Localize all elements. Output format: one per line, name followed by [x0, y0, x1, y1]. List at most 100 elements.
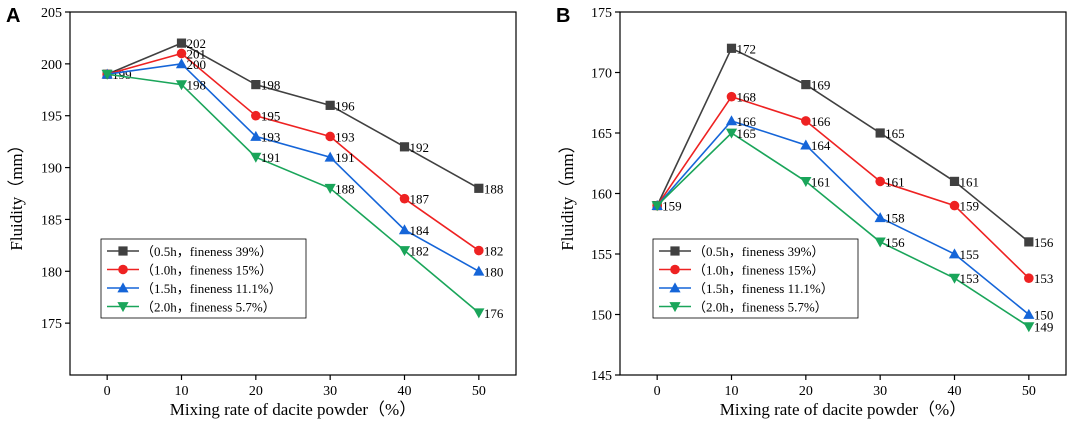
x-tick-label: 50 — [1022, 384, 1036, 399]
data-label: 165 — [737, 126, 757, 141]
data-label: 172 — [737, 41, 757, 56]
data-point — [874, 212, 886, 223]
data-point — [800, 177, 812, 187]
legend-marker — [118, 246, 128, 256]
data-label: 193 — [261, 129, 281, 144]
data-label: 200 — [187, 57, 207, 72]
data-point — [875, 176, 885, 187]
x-tick-label: 0 — [104, 384, 111, 399]
legend-marker — [669, 302, 681, 313]
series-line — [106, 52, 480, 252]
data-point — [948, 273, 961, 284]
x-tick-label: 10 — [175, 384, 189, 399]
legend-marker — [117, 302, 129, 313]
data-point — [473, 265, 485, 276]
data-label: 188 — [484, 181, 504, 196]
data-point — [948, 248, 961, 259]
data-label: 161 — [811, 174, 831, 189]
plot-frame — [619, 11, 1067, 376]
data-point — [1024, 237, 1034, 247]
data-point — [324, 151, 336, 162]
data-point — [726, 43, 737, 53]
data-point — [1023, 308, 1035, 319]
data-point — [1023, 322, 1035, 333]
data-label: 201 — [187, 46, 207, 61]
data-label: 198 — [187, 78, 207, 93]
series-line — [656, 47, 1030, 243]
legend-marker — [117, 282, 129, 293]
data-label: 202 — [187, 36, 207, 51]
data-label: 198 — [261, 78, 281, 93]
series-line — [656, 131, 1030, 328]
data-point — [473, 308, 485, 319]
data-label: 161 — [885, 174, 905, 189]
y-tick-label: 145 — [591, 369, 612, 384]
series-line — [106, 42, 480, 190]
data-point — [474, 245, 484, 256]
x-tick-label: 30 — [323, 384, 337, 399]
x-tick-label: 40 — [948, 384, 962, 399]
legend-box — [652, 238, 859, 319]
legend-marker — [669, 282, 681, 293]
y-tick-label: 165 — [591, 127, 612, 142]
data-label: 195 — [261, 109, 281, 124]
legend-label: （1.0h，fineness 15%） — [693, 263, 824, 278]
x-tick-label: 30 — [873, 384, 887, 399]
data-point — [251, 80, 261, 90]
legend: （0.5h，fineness 39%） （1.0h，fineness 15%） （1… — [100, 238, 307, 319]
data-point — [101, 69, 113, 80]
data-label: 192 — [410, 140, 430, 155]
y-axis-title: Fluidity（mm） — [7, 136, 26, 250]
data-label: 166 — [737, 114, 757, 129]
data-label: 188 — [335, 181, 355, 196]
data-point — [801, 116, 811, 126]
data-point — [801, 80, 811, 90]
legend-box — [100, 238, 307, 319]
data-point — [325, 100, 335, 110]
data-point — [800, 139, 812, 150]
data-label: 187 — [410, 192, 430, 207]
series-line — [107, 63, 480, 272]
data-point — [176, 38, 187, 48]
data-label: 153 — [1034, 271, 1054, 286]
y-tick-label: 175 — [41, 317, 62, 332]
data-point — [175, 58, 188, 69]
y-axis-title: Fluidity（mm） — [558, 136, 577, 250]
data-label: 165 — [885, 126, 905, 141]
data-label: 168 — [737, 90, 757, 105]
data-label: 150 — [1034, 308, 1054, 323]
legend-label: （2.0h，fineness 5.7%） — [141, 300, 276, 315]
y-tick-label: 195 — [41, 110, 62, 125]
legend-label: （1.5h，fineness 11.1%） — [693, 281, 834, 296]
data-label: 159 — [960, 199, 980, 214]
series-3: 166 164 158 155 150 — [651, 114, 1054, 323]
y-tick-label: 190 — [41, 162, 62, 177]
legend-label: （1.5h，fineness 11.1%） — [141, 281, 282, 296]
data-label: 155 — [960, 247, 980, 262]
data-point — [399, 193, 410, 204]
panel-b: B 0 10 20 30 40 50 145 150 155 160 165 170 175 Mixing … — [556, 5, 1067, 419]
y-tick-label: 155 — [591, 248, 612, 263]
series-2: 168 166 161 159 153 — [652, 90, 1054, 286]
data-point — [875, 128, 885, 138]
x-tick-label: 20 — [249, 384, 263, 399]
data-point — [726, 91, 737, 102]
series-4: 165 161 156 153 149 — [651, 126, 1053, 335]
data-point — [725, 115, 738, 126]
panel-letter: A — [6, 5, 20, 27]
y-tick-label: 200 — [41, 58, 62, 73]
data-label: 156 — [1034, 235, 1054, 250]
legend-label: （0.5h，fineness 39%） — [141, 244, 272, 259]
legend-label: （1.0h，fineness 15%） — [141, 263, 272, 278]
x-tick-label: 20 — [799, 384, 813, 399]
data-label: 176 — [484, 306, 504, 321]
data-label: 169 — [811, 78, 831, 93]
y-tick-label: 175 — [591, 6, 612, 21]
data-label: 182 — [484, 244, 504, 259]
data-label: 184 — [410, 223, 430, 238]
data-label: 180 — [484, 264, 504, 279]
data-point — [474, 183, 484, 193]
x-axis-title: Mixing rate of dacite powder（%） — [720, 400, 966, 419]
